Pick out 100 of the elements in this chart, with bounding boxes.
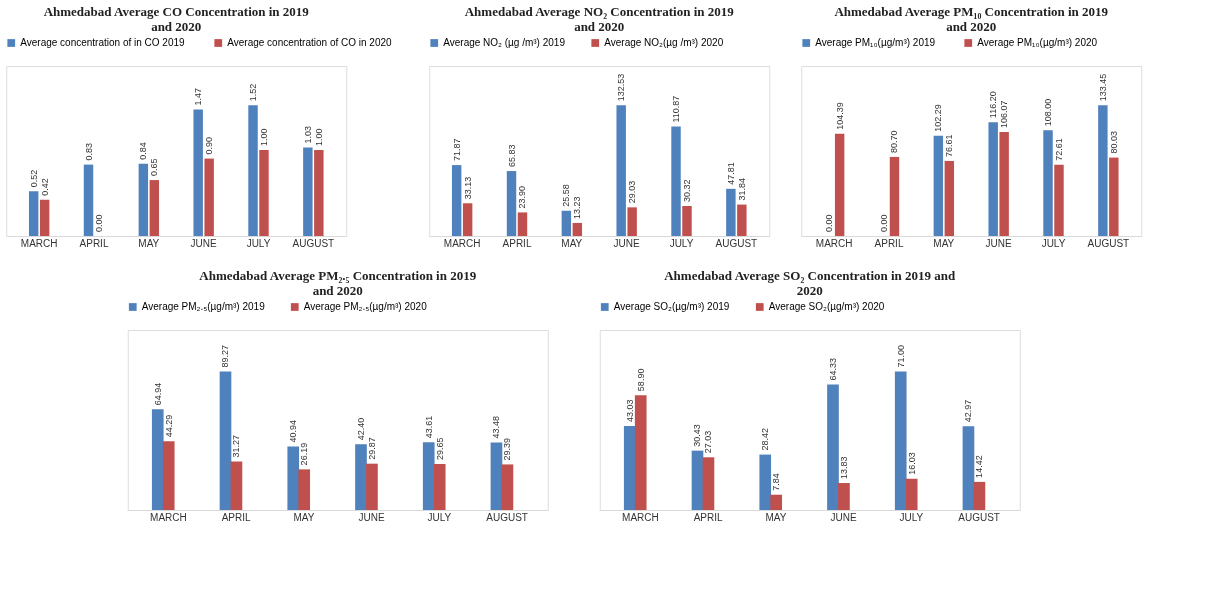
data-label: 42.40 [355, 417, 366, 441]
bar [39, 199, 50, 236]
data-label: 89.27 [220, 345, 231, 368]
data-label: 76.61 [944, 134, 955, 157]
data-label: 29.39 [502, 437, 513, 461]
bar [1098, 105, 1108, 236]
x-tick-label: AUGUST [1087, 237, 1130, 249]
x-tick-label: JULY [669, 237, 694, 249]
x-tick-label: APRIL [874, 237, 904, 249]
bar [506, 171, 517, 236]
bar [944, 160, 955, 236]
bar [151, 409, 164, 510]
x-tick-label: JULY [1041, 237, 1066, 249]
bar [366, 463, 378, 510]
bar [889, 156, 900, 236]
data-label: 14.42 [974, 455, 985, 478]
data-label: 16.03 [906, 452, 917, 475]
x-tick-label: MARCH [150, 511, 187, 523]
data-label: 29.87 [366, 437, 377, 460]
bar [490, 442, 503, 510]
data-label: 133.45 [1097, 73, 1108, 102]
bar [634, 395, 647, 510]
bar [1054, 164, 1064, 236]
data-label: 108.00 [1043, 98, 1054, 127]
x-tick-label: JUNE [830, 511, 857, 523]
bar [501, 464, 514, 510]
bar [259, 149, 269, 236]
data-label: 33.13 [462, 176, 473, 200]
data-label: 1.03 [302, 125, 313, 144]
bar [962, 426, 975, 510]
bar [248, 105, 258, 236]
x-tick-label: JULY [899, 511, 924, 523]
data-label: 13.23 [572, 196, 583, 219]
bar [999, 132, 1009, 236]
bar [517, 212, 528, 236]
bar [230, 461, 243, 510]
bar [894, 371, 907, 510]
x-tick-label: MAY [293, 511, 315, 523]
bar [834, 133, 845, 236]
data-label: 0.00 [878, 214, 889, 232]
bar [298, 469, 311, 510]
data-label: 104.39 [834, 102, 845, 130]
bar [433, 464, 446, 510]
data-label: 0.65 [149, 158, 160, 177]
data-label: 44.29 [163, 414, 174, 438]
bar [314, 149, 324, 236]
bar [1109, 157, 1119, 236]
bar [138, 163, 149, 236]
x-tick-label: MAY [561, 237, 583, 249]
bar [770, 494, 783, 510]
x-tick-label: APRIL [221, 511, 252, 523]
bar [682, 206, 692, 236]
data-label: 110.87 [671, 95, 682, 123]
bar [702, 457, 715, 510]
data-label: 30.43 [692, 424, 703, 447]
x-tick-label: APRIL [693, 511, 724, 523]
x-tick-label: MARCH [443, 237, 481, 249]
chart-title: Ahmedabad Average SO₂ Concentration in 2019 and 2020 [664, 268, 957, 298]
bar [627, 207, 637, 236]
x-tick-label: JULY [246, 237, 271, 249]
data-label: 27.03 [703, 430, 714, 454]
data-label: 0.00 [94, 214, 105, 232]
data-label: 31.27 [231, 434, 242, 458]
data-label: 42.97 [963, 399, 974, 423]
data-label: 0.83 [83, 143, 94, 161]
bar [287, 446, 300, 510]
bar [462, 203, 473, 236]
bar [933, 135, 944, 236]
chart-title: Ahmedabad Average PM₁₀ Concentration in 2019 and 2020 [834, 4, 1109, 34]
bar [162, 441, 175, 510]
data-label: 1.52 [248, 83, 259, 102]
data-label: 0.52 [28, 169, 39, 188]
bar [838, 483, 850, 510]
x-tick-label: MARCH [622, 511, 659, 523]
bar [219, 371, 232, 510]
bar [204, 158, 214, 236]
data-label: 71.87 [451, 138, 462, 162]
x-tick-label: JUNE [985, 237, 1013, 249]
data-label: 71.00 [895, 345, 906, 368]
bar [83, 164, 94, 236]
x-tick-label: AUGUST [486, 511, 528, 523]
data-label: 43.48 [491, 416, 502, 439]
data-label: 29.65 [434, 437, 445, 461]
bar [827, 384, 839, 510]
data-label: 0.90 [204, 137, 215, 155]
x-tick-label: MAY [138, 237, 160, 249]
data-label: 30.32 [681, 179, 692, 203]
data-label: 1.47 [193, 88, 204, 106]
legend-label: Average NO₂ (µg /m³) 2019 [443, 37, 566, 48]
x-tick-label: JULY [427, 511, 452, 523]
x-tick-label: JUNE [613, 237, 641, 249]
bar [726, 188, 736, 236]
data-label: 58.90 [635, 368, 646, 392]
data-label: 47.81 [725, 162, 736, 185]
bar [572, 222, 583, 236]
chart-title: Ahmedabad Average CO Concentration in 2019 and 2020 [43, 4, 310, 34]
bar [149, 180, 160, 236]
data-label: 102.29 [933, 104, 944, 132]
bar [759, 454, 772, 510]
data-label: 80.70 [889, 130, 900, 153]
